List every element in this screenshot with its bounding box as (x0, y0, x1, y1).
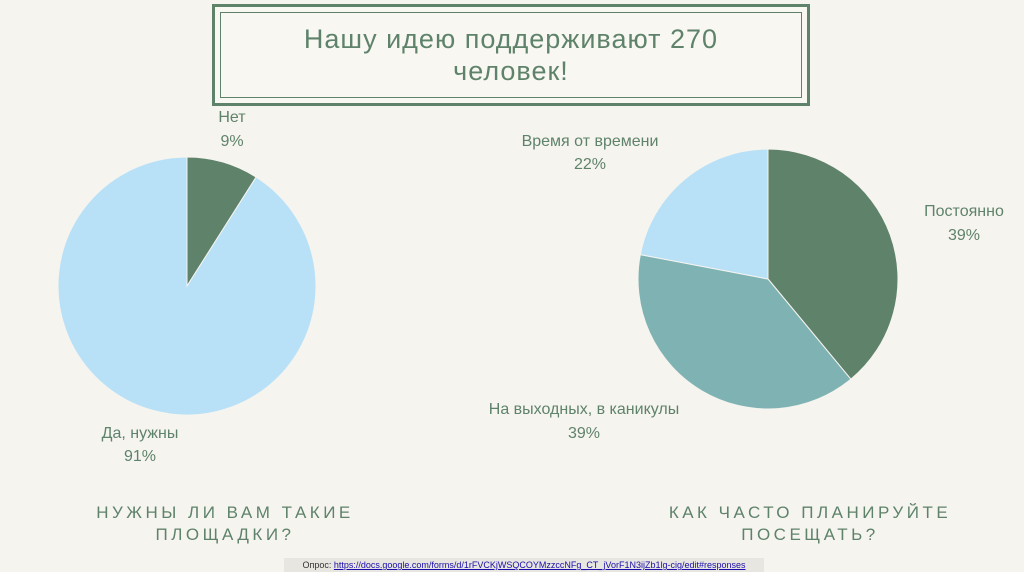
slice-value-yes: 91% (124, 448, 156, 465)
chart-title-need-venues: НУЖНЫ ЛИ ВАМ ТАКИЕ ПЛОЩАДКИ? (40, 502, 410, 546)
title-inner-frame: Нашу идею поддерживают 270 человек! (220, 12, 802, 98)
chart-title-visit-frequency-line-2: ПОСЕЩАТЬ? (741, 525, 879, 544)
slide-title-line-1: Нашу идею поддерживают 270 (303, 24, 719, 54)
slice-label-weekends: На выходных, в каникулы (489, 401, 679, 418)
slice-value-weekends: 39% (568, 425, 600, 442)
pie-labels-need-venues: Нет 9% Да, нужны 91% (102, 109, 247, 465)
survey-link[interactable]: https://docs.google.com/forms/d/1rFVCKjW… (333, 560, 746, 570)
slice-value-no: 9% (220, 133, 243, 150)
slice-value-always: 39% (948, 227, 980, 244)
survey-footer: Опрос: https://docs.google.com/forms/d/1… (284, 558, 764, 572)
pie-chart-visit-frequency (637, 148, 899, 410)
slice-label-sometimes: Время от времени (522, 133, 659, 150)
pie-labels-visit-frequency: Постоянно 39% На выходных, в каникулы 39… (489, 133, 1004, 442)
chart-title-need-venues-line-1: НУЖНЫ ЛИ ВАМ ТАКИЕ (96, 503, 354, 522)
slice-label-always: Постоянно (924, 203, 1004, 220)
pie-slice-weekends (637, 254, 852, 410)
pie-chart-need-venues (57, 156, 317, 416)
slice-value-sometimes: 22% (574, 156, 606, 173)
title-frame: Нашу идею поддерживают 270 человек! (212, 4, 810, 106)
pie-slice-always (767, 148, 899, 380)
chart-title-visit-frequency: КАК ЧАСТО ПЛАНИРУЙТЕ ПОСЕЩАТЬ? (620, 502, 1000, 546)
slice-label-no: Нет (218, 109, 246, 126)
pie-slice-yes (57, 156, 317, 416)
survey-prefix: Опрос: (302, 560, 334, 570)
slice-label-yes: Да, нужны (102, 425, 179, 442)
chart-title-visit-frequency-line-1: КАК ЧАСТО ПЛАНИРУЙТЕ (668, 503, 952, 522)
pie-slice-sometimes (639, 148, 769, 280)
slide-title-line-2: человек! (453, 56, 569, 86)
chart-title-need-venues-line-2: ПЛОЩАДКИ? (155, 525, 295, 544)
